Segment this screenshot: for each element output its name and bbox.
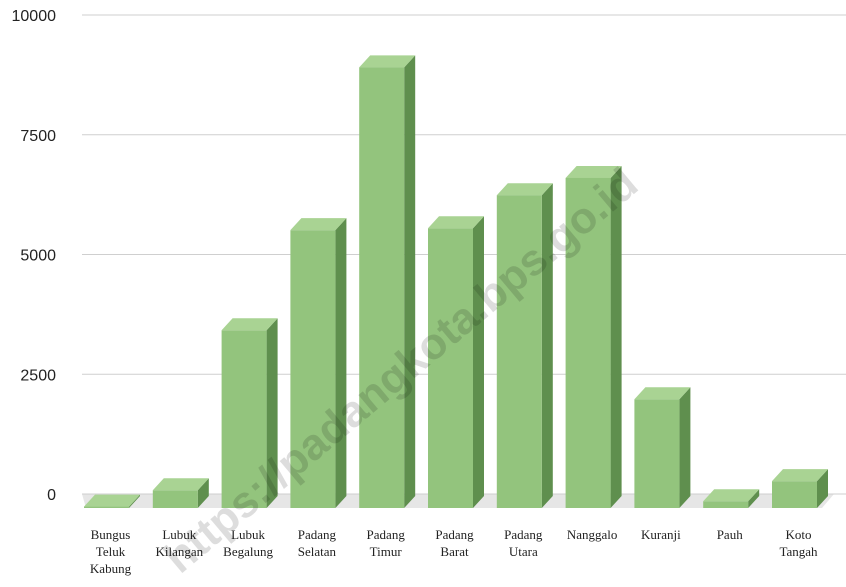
bar-front <box>428 228 473 508</box>
bar <box>290 218 347 508</box>
x-tick-label: Padang Barat <box>435 527 474 559</box>
x-tick-label: Kuranji <box>641 527 681 542</box>
bar-top <box>290 218 347 231</box>
bar-top <box>359 55 416 68</box>
bar <box>428 216 484 508</box>
bars <box>84 55 828 508</box>
bar-front <box>496 195 542 508</box>
bar-side <box>748 489 760 508</box>
x-tick-label: Koto Tangah <box>779 527 818 559</box>
bar-top <box>84 494 140 507</box>
bar-front <box>290 230 336 508</box>
x-tick-label: Lubuk Begalung <box>223 527 273 559</box>
bar <box>772 469 828 508</box>
bar-side <box>473 216 484 508</box>
bar-top <box>221 318 278 331</box>
x-tick-label: Pauh <box>717 527 744 542</box>
bar-side <box>335 218 347 508</box>
bar-top <box>496 183 553 196</box>
bar-side <box>610 165 622 508</box>
bar-top <box>565 165 622 178</box>
bar-top <box>152 478 209 491</box>
bar-top <box>634 387 691 400</box>
bar-side <box>404 55 416 508</box>
bar-side <box>817 469 828 508</box>
bar-top <box>428 216 484 229</box>
bar-front <box>221 330 267 508</box>
bar-top <box>772 469 828 482</box>
bar-front <box>634 399 680 508</box>
bar <box>496 183 553 508</box>
bar-front <box>565 177 611 508</box>
bar-front <box>152 490 198 508</box>
x-tick-label: Padang Selatan <box>298 527 337 559</box>
bar <box>359 55 416 508</box>
bar-top <box>703 489 760 502</box>
bar-side <box>266 318 278 508</box>
bar-front <box>703 501 749 508</box>
x-tick-label: Padang Timur <box>367 527 406 559</box>
bar <box>634 387 691 508</box>
bar-front <box>772 481 817 508</box>
bar-side <box>129 494 140 508</box>
y-tick-label: 2500 <box>20 367 56 384</box>
y-tick-label: 7500 <box>20 128 56 145</box>
x-tick-label: Padang Utara <box>504 527 543 559</box>
x-tick-label: Lubuk Kilangan <box>155 527 203 559</box>
bar <box>152 478 209 508</box>
x-tick-label: Nanggalo <box>567 527 618 542</box>
bar-side <box>679 387 691 508</box>
y-axis-ticks: 10000 7500 5000 2500 0 <box>12 8 57 504</box>
bar-front <box>359 67 405 508</box>
bar-front <box>84 506 129 508</box>
bar-side <box>541 183 553 508</box>
x-tick-label: Bungus Teluk Kabung <box>90 527 132 576</box>
bar <box>84 494 140 508</box>
bar-side <box>197 478 209 508</box>
bar <box>565 165 622 508</box>
bar <box>221 318 278 508</box>
y-tick-label: 5000 <box>20 248 56 265</box>
y-tick-label: 10000 <box>12 8 57 25</box>
x-axis-labels: Bungus Teluk Kabung Lubuk Kilangan Lubuk Begal… <box>90 527 818 576</box>
bar <box>703 489 760 508</box>
y-tick-label: 0 <box>47 487 56 504</box>
